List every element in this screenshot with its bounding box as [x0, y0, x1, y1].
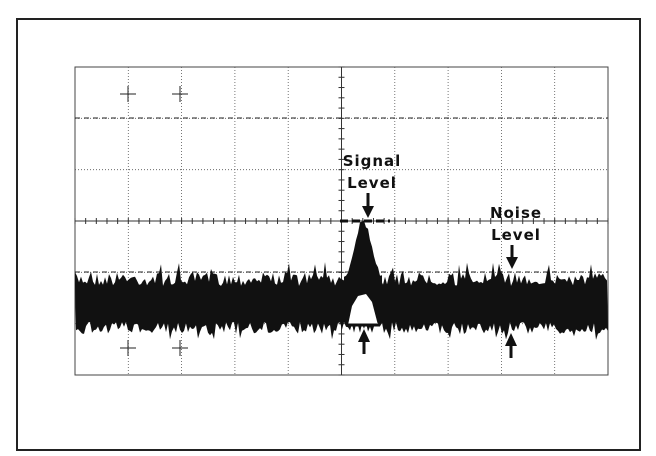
arrow-head — [358, 329, 370, 342]
arrow-head — [506, 257, 518, 269]
noise-trace — [75, 262, 608, 340]
arrow-head — [505, 333, 517, 346]
signal-label: Signal — [343, 152, 402, 170]
signal-label: Level — [347, 174, 397, 192]
noise-label: Noise — [490, 204, 542, 222]
arrow-head — [362, 206, 374, 218]
signal-peak — [344, 220, 382, 300]
noise-label: Level — [491, 226, 541, 244]
signal-notch — [348, 294, 378, 325]
